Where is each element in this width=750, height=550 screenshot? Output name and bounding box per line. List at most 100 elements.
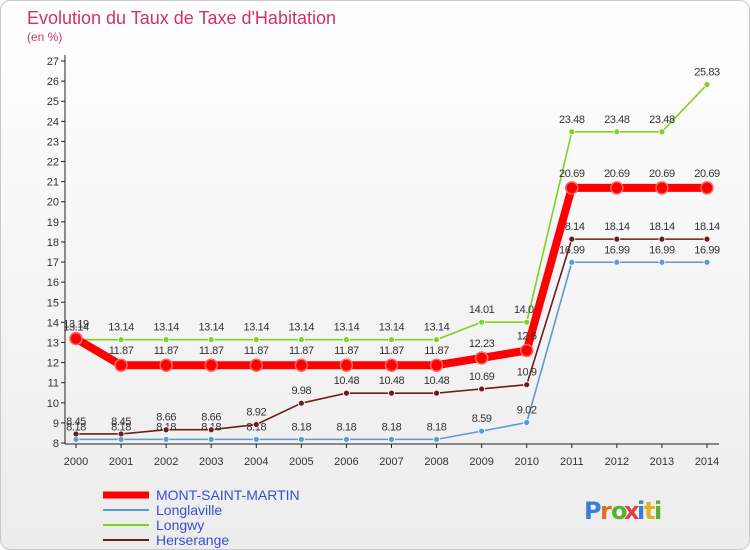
- chart-title: Evolution du Taux de Taxe d'Habitation: [27, 8, 336, 28]
- series-longwy: 13.14 13.14 13.14 13.14 13.14 13.14 13.14 13.14…: [63, 67, 720, 344]
- legend-label: MONT-SAINT-MARTIN: [156, 487, 300, 503]
- y-tick-label: 19: [47, 217, 59, 229]
- data-point: [117, 336, 125, 344]
- data-point: [343, 435, 350, 443]
- data-point: [204, 358, 218, 372]
- logo-letter: i: [637, 497, 645, 525]
- data-label: 10.48: [424, 375, 450, 387]
- y-tick-label: 18: [47, 237, 59, 249]
- x-tick-label: 2010: [514, 456, 538, 468]
- data-label: 8.66: [201, 412, 221, 424]
- data-point: [114, 358, 128, 372]
- data-point: [658, 128, 666, 136]
- x-tick-label: 2001: [109, 456, 133, 468]
- data-point: [523, 381, 531, 389]
- data-point: [252, 435, 260, 443]
- x-tick-label: 2013: [650, 456, 674, 468]
- data-point: [339, 358, 354, 372]
- y-tick-label: 14: [47, 317, 59, 329]
- data-label: 8.92: [246, 407, 266, 419]
- y-tick-label: 27: [47, 56, 59, 68]
- data-label: 13.19: [63, 319, 89, 331]
- data-point: [159, 358, 173, 372]
- data-point: [703, 258, 711, 266]
- chart-subtitle: (en %): [27, 30, 62, 44]
- data-point: [703, 81, 711, 88]
- data-label: 9.98: [291, 385, 311, 397]
- data-point: [523, 419, 531, 426]
- data-point: [343, 389, 350, 397]
- data-point: [162, 426, 170, 434]
- data-point: [658, 258, 666, 266]
- data-label: 13.14: [198, 322, 224, 334]
- series-layer: 8.188.188.188.188.188.188.188.188.188.59…: [63, 67, 720, 443]
- data-point: [655, 181, 669, 195]
- logo-letter: P: [584, 497, 602, 525]
- series-herserange: 8.45 8.45 8.66 8.66 8.92 9.98 10.48 10.48 10.48 1…: [66, 221, 720, 438]
- x-tick-label: 2012: [605, 456, 629, 468]
- data-label: 23.48: [649, 114, 675, 126]
- data-point: [478, 427, 486, 435]
- data-label: 8.59: [472, 413, 492, 425]
- y-tick-label: 25: [47, 96, 59, 108]
- data-label: 20.69: [559, 168, 585, 180]
- data-point: [613, 235, 621, 243]
- data-label: 23.48: [604, 114, 630, 126]
- data-label: 10.48: [334, 375, 360, 387]
- data-label: 8.18: [382, 421, 402, 433]
- data-point: [207, 435, 215, 443]
- data-point: [478, 318, 486, 326]
- data-label: 13.14: [289, 322, 315, 334]
- data-label: 8.18: [337, 421, 357, 433]
- legend-label: Herserange: [156, 532, 229, 548]
- legend-item: MONT-SAINT-MARTIN: [103, 487, 300, 503]
- legend-item: Herserange: [103, 532, 229, 548]
- data-label: 11.87: [334, 345, 359, 357]
- data-point: [429, 358, 444, 372]
- data-point: [703, 235, 711, 243]
- data-label: 13.14: [244, 322, 270, 334]
- data-label: 10.48: [379, 375, 405, 387]
- data-point: [610, 181, 624, 195]
- data-point: [433, 336, 440, 344]
- y-tick-label: 20: [47, 197, 59, 209]
- data-label: 11.87: [244, 345, 269, 357]
- data-point: [72, 430, 80, 438]
- data-point: [297, 399, 305, 407]
- data-label: 10.69: [469, 371, 495, 383]
- legend: MONT-SAINT-MARTINLonglavilleLongwyHerser…: [103, 487, 300, 548]
- data-point: [388, 389, 395, 397]
- y-tick-label: 10: [47, 398, 59, 410]
- y-tick-label: 13: [47, 337, 59, 349]
- legend-item: Longlaville: [103, 502, 222, 518]
- data-point: [613, 128, 621, 136]
- legend-item: Longwy: [103, 517, 204, 533]
- data-label: 16.99: [649, 244, 675, 256]
- x-tick-label: 2002: [154, 456, 178, 468]
- data-label: 8.45: [111, 416, 131, 428]
- data-point: [565, 181, 579, 195]
- data-point: [474, 351, 489, 365]
- logo-letter: r: [600, 497, 612, 525]
- data-point: [294, 358, 309, 372]
- x-tick-label: 2009: [469, 456, 493, 468]
- data-point: [117, 430, 125, 438]
- y-tick-label: 9: [53, 418, 59, 430]
- data-label: 13.14: [153, 322, 179, 334]
- data-label: 23.48: [559, 114, 585, 126]
- data-label: 20.69: [649, 168, 675, 180]
- x-tick-label: 2007: [379, 456, 403, 468]
- logo-letter: o: [611, 497, 628, 525]
- data-point: [162, 336, 170, 344]
- data-point: [384, 358, 399, 372]
- data-label: 18.14: [649, 221, 675, 233]
- data-point: [658, 235, 666, 243]
- x-tick-label: 2004: [244, 456, 268, 468]
- x-tick-label: 2006: [334, 456, 358, 468]
- series-mont-saint-martin: 13.19 11.87 11.87 11.87 11.87 11.87 11.87 11.87…: [63, 168, 720, 372]
- data-label: 11.87: [424, 345, 449, 357]
- x-tick-label: 2008: [424, 456, 448, 468]
- data-label: 13.14: [334, 322, 360, 334]
- data-point: [388, 336, 395, 344]
